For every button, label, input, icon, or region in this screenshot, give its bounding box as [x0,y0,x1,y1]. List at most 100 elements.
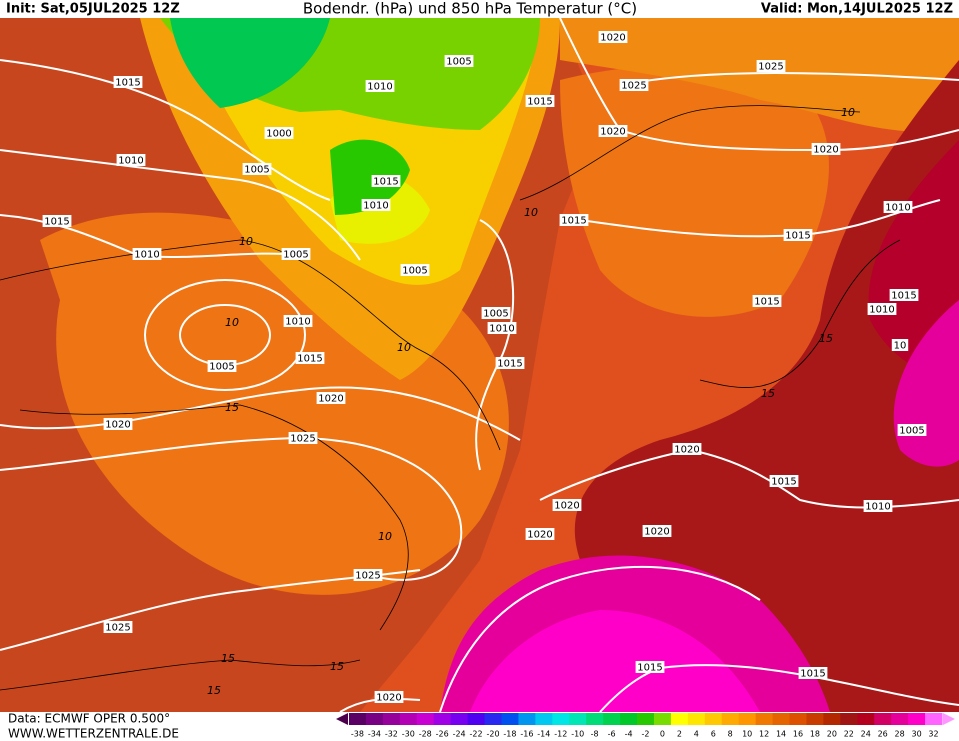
colorbar-tick-label: 4 [694,730,699,739]
isobar-label: 1025 [105,623,130,634]
colorbar-tick-label: 30 [911,730,921,739]
temperature-label: 10 [378,530,392,543]
isotherm [0,239,501,451]
colorbar-tick-label: 20 [827,730,837,739]
isobar-label-box [103,621,133,633]
isobar-label: 1015 [785,231,810,242]
colorbar-tick-label: -32 [385,730,398,739]
isobar-label: 1025 [355,571,380,582]
colorbar-tick-label: -14 [537,730,550,739]
isotherm [0,659,361,691]
isobar-label-box [283,315,313,327]
colorbar-tick-label: -18 [503,730,516,739]
isobar-label: 1015 [373,177,398,188]
isobar [0,59,331,201]
isobar-label-box [525,528,555,540]
colorbar-swatch [399,713,418,725]
colorbar-tick-label: 14 [776,730,786,739]
colorbar-tick-label: -30 [402,730,415,739]
isobar-label: 1025 [621,81,646,92]
isobar-label-box [288,432,318,444]
colorbar-swatch [518,713,536,725]
isobar-label: 1010 [134,250,159,261]
isobar-label: 1015 [561,216,586,227]
isobar-label-box [371,175,401,187]
arctic-orange [560,18,959,133]
greenland-cold [170,18,330,108]
isobar [599,664,959,712]
isobar-label: 1010 [869,305,894,316]
colorbar-swatch [467,713,486,725]
temperature-label: 10 [841,106,855,119]
colorbar-swatch [925,713,943,725]
colorbar-tick-label: 12 [759,730,769,739]
isobar-label-box [867,303,897,315]
colorbar-tick-label: -34 [368,730,381,739]
colorbar-swatch [450,713,469,725]
colorbar-swatch [653,713,672,725]
isobar [0,386,521,441]
isobar-label: 1025 [290,434,315,445]
isobar-label-box [295,352,325,364]
colorbar-tick-label: 6 [711,730,716,739]
isobar-label-box [281,248,311,260]
colorbar-swatch [772,713,791,725]
temperature-label: 15 [221,652,235,665]
colorbar-tick-label: -24 [453,730,466,739]
isobar-label-box [242,163,272,175]
colorbar-tick-label: 28 [895,730,905,739]
isobar [0,149,361,261]
colorbar-tick-label: 2 [677,730,682,739]
isobar-label: 1010 [118,156,143,167]
isobar-label-box [798,667,828,679]
colorbar-tick-label: -20 [486,730,499,739]
isobar-label-box [598,31,628,43]
isobar-label: 1005 [899,426,924,437]
isobar-label: 1015 [754,297,779,308]
isobar-label: 1020 [105,420,130,431]
isobar-label-box [889,289,919,301]
isobar-label-box [361,199,391,211]
colorbar-tick-label: -12 [554,730,567,739]
isobar-label: 1020 [813,145,838,156]
isobar-label: 1020 [674,445,699,456]
colorbar-high-arrow [943,713,955,725]
colorbar-swatch [416,713,435,725]
colorbar-tick-label: -10 [571,730,584,739]
isobar [144,279,306,391]
isobar-label: 10 [894,341,907,352]
colorbar-swatch [586,713,604,725]
isobar-label: 1020 [527,530,552,541]
isobar-label-box [116,154,146,166]
isobar-label-box [635,661,665,673]
isobar-label: 1010 [285,317,310,328]
colorbar: -38 -34 -32 -30 -28 -26 -24 -22 -20 -18 -16 -14 -12-… [349,713,943,739]
isobar-label-box [769,475,799,487]
isobar-label-box [863,500,893,512]
colorbar-swatch [637,713,655,725]
colorbar-swatch [687,713,706,725]
isobar-label-box [353,569,383,581]
isobar-label-box [619,79,649,91]
colorbar-swatch [840,713,858,725]
isobar-label: 1025 [758,62,783,73]
colorbar-swatch [569,713,587,725]
colorbar-tick-label: -8 [591,730,599,739]
isobar-label: 1020 [554,501,579,512]
colorbar-swatch [552,713,570,725]
isobar-label-box [113,76,143,88]
isobar-label: 1020 [600,33,625,44]
isobar-label-box [495,357,525,369]
colorbar-swatch [603,713,621,725]
isobar [619,72,959,86]
colorbar-tick-label: -26 [436,730,449,739]
isobar-label: 1015 [771,477,796,488]
isobar-label-box [552,499,582,511]
map-background [0,18,959,712]
colorbar-swatch [704,713,723,725]
isobar-label: 1005 [244,165,269,176]
colorbar-swatch [535,713,553,725]
isobar-label-box [207,360,237,372]
colorbar-swatch [857,713,875,725]
colorbar-tick-label: 8 [728,730,733,739]
